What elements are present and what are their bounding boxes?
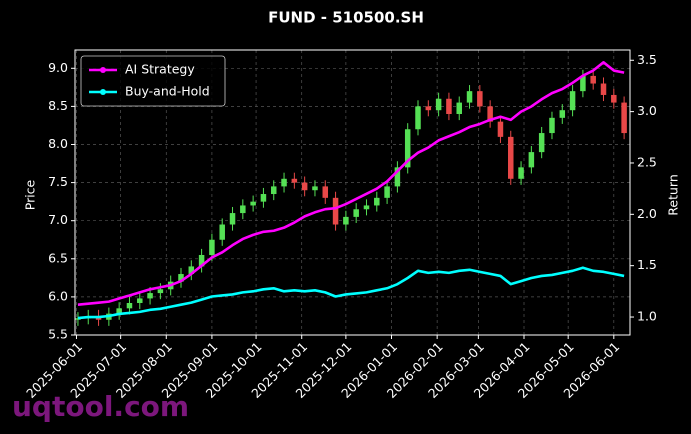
candle-body (487, 106, 493, 122)
candle-body (446, 98, 452, 115)
candle-body (600, 83, 607, 95)
candle-body (312, 186, 318, 191)
candle-body (75, 318, 81, 320)
candle-body (229, 213, 236, 225)
candle-body (332, 197, 339, 225)
series-line (77, 61, 625, 306)
candle-body (322, 186, 329, 198)
candle-body (538, 133, 545, 153)
candle-body (343, 216, 349, 225)
candle-body (518, 167, 524, 179)
candle-body (363, 205, 370, 210)
y-tick-label: 7.5 (48, 174, 68, 189)
candle-body (374, 197, 380, 206)
candle-body (384, 186, 390, 198)
y2-tick-label: 1.0 (637, 309, 657, 324)
candle-body (497, 121, 504, 137)
candle-body (301, 182, 308, 191)
y2-tick-label: 1.5 (637, 257, 657, 272)
candle-body (178, 274, 184, 282)
candle-body (477, 91, 483, 107)
candle-body (137, 298, 143, 303)
watermark: uqtool.com (12, 390, 189, 423)
candle-body (611, 94, 617, 103)
candle-body (291, 178, 298, 183)
y-tick-label: 6.0 (48, 288, 68, 303)
candle-body (590, 75, 596, 84)
candle-body (198, 254, 205, 267)
y-tick-label: 8.0 (48, 136, 68, 151)
candle-body (126, 302, 133, 309)
legend-label: Buy-and-Hold (125, 84, 210, 99)
candle-body (188, 266, 195, 275)
candle-body (147, 293, 153, 299)
series-line (77, 266, 625, 320)
candle-body (353, 209, 359, 217)
legend-label: AI Strategy (125, 62, 195, 77)
candle-body (621, 102, 627, 134)
axes-frame (74, 49, 631, 336)
candle-body (425, 106, 432, 111)
candle-body (569, 91, 576, 111)
legend-marker (100, 89, 106, 95)
candle-body (240, 205, 246, 214)
candle-body (281, 178, 287, 187)
y-axis-label: Price (23, 179, 38, 210)
candle-body (270, 186, 277, 195)
candle-body (157, 289, 164, 294)
y2-tick-label: 2.0 (637, 206, 657, 221)
candle-body (559, 110, 566, 118)
y2-tick-label: 2.5 (637, 154, 657, 169)
y-tick-label: 5.5 (48, 327, 68, 342)
candle-body (435, 98, 442, 111)
candle-body (466, 91, 473, 103)
candle-body (250, 201, 256, 206)
candle-body (209, 239, 215, 255)
y2-tick-label: 3.5 (637, 52, 657, 67)
y-tick-label: 8.5 (48, 98, 68, 113)
y2-axis-label: Return (666, 174, 681, 215)
candle-body (456, 102, 462, 115)
candle-body (116, 308, 122, 314)
candle-body (528, 152, 535, 168)
y-tick-label: 6.5 (48, 250, 68, 265)
y-tick-label: 9.0 (48, 60, 68, 75)
candle-body (260, 194, 267, 202)
candle-body (508, 136, 514, 179)
candle-body (404, 129, 411, 168)
candle-body (394, 167, 401, 187)
candle-body (415, 106, 421, 130)
plot-area (75, 50, 630, 336)
y2-tick-label: 3.0 (637, 103, 657, 118)
legend-marker (100, 67, 106, 73)
legend-box (80, 55, 226, 107)
candle-body (580, 75, 586, 92)
y-tick-label: 7.0 (48, 212, 68, 227)
candle-body (549, 117, 555, 134)
candle-body (219, 224, 225, 240)
chart-title: FUND - 510500.SH (268, 9, 424, 27)
